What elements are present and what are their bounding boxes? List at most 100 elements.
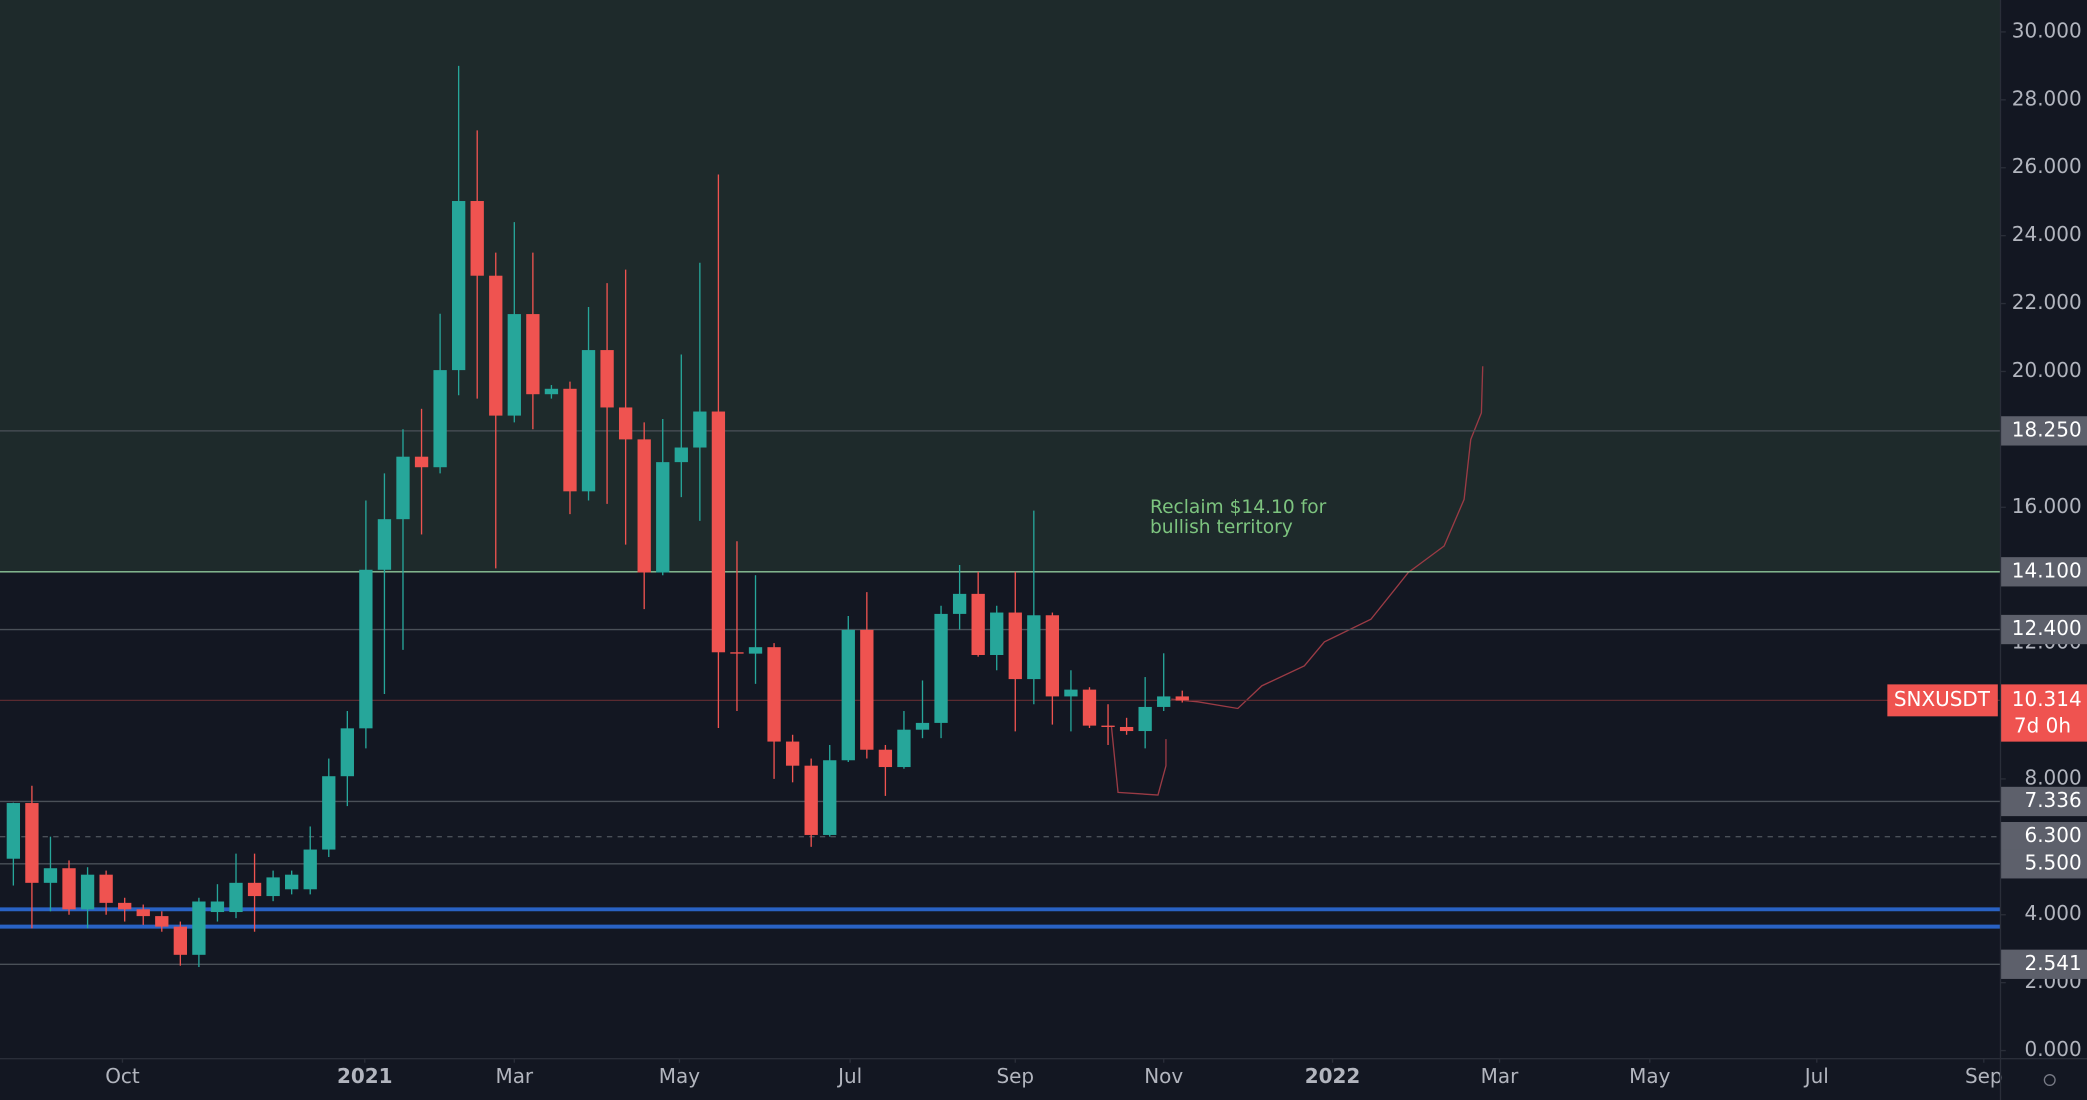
- y-tick-label: 0.000: [2025, 1037, 2082, 1061]
- y-tick-label: 28.000: [2012, 86, 2082, 110]
- x-tick-label: May: [1629, 1064, 1670, 1088]
- candle-body: [62, 868, 76, 910]
- candle-body: [934, 613, 948, 723]
- candle-body: [359, 569, 373, 729]
- candle-body: [711, 411, 726, 653]
- x-tick-label: Oct: [105, 1064, 140, 1088]
- level-label: 5.500: [2025, 850, 2082, 874]
- level-box: [2000, 822, 2087, 852]
- candle-body: [990, 612, 1004, 655]
- candle-body: [878, 749, 893, 768]
- candle-body: [1008, 612, 1022, 680]
- candle-body: [748, 647, 763, 654]
- candle-body: [1082, 689, 1097, 726]
- candle-body: [507, 314, 521, 416]
- x-tick-label: May: [659, 1064, 700, 1088]
- candle-body: [1138, 706, 1152, 732]
- candle-body: [730, 652, 744, 654]
- y-tick-label: 24.000: [2012, 222, 2082, 246]
- y-tick-label: 22.000: [2012, 290, 2082, 314]
- y-tick-label: 4.000: [2025, 901, 2082, 925]
- candle-body: [897, 729, 911, 768]
- candle-body: [1175, 696, 1189, 701]
- settings-icon[interactable]: [2043, 1074, 2056, 1087]
- candle-body: [971, 593, 985, 655]
- candle-body: [544, 388, 559, 395]
- symbol-box: [1887, 684, 1998, 717]
- candle-body: [1157, 696, 1171, 707]
- candle-body: [1119, 726, 1134, 732]
- candle-body: [266, 877, 280, 897]
- candle-body: [915, 722, 930, 730]
- candle-body: [952, 593, 967, 614]
- level-box: [2000, 557, 2087, 587]
- annotation: bullish territory: [1150, 517, 1293, 538]
- candle-body: [1101, 725, 1115, 727]
- last-price-box: [2000, 684, 2087, 742]
- last-price-label: 10.314: [2012, 687, 2082, 711]
- candle-body: [285, 874, 299, 890]
- candle-body: [470, 201, 484, 276]
- level-label: 14.100: [2012, 558, 2082, 582]
- level-box: [2000, 614, 2087, 645]
- x-tick-label: 2021: [337, 1064, 393, 1088]
- candle-body: [155, 916, 169, 927]
- x-tick-label: Mar: [1481, 1064, 1519, 1088]
- y-tick-label: 16.000: [2012, 494, 2082, 518]
- y-tick-label: 8.000: [2025, 765, 2082, 789]
- candle-body: [451, 201, 466, 371]
- level-box: [2000, 786, 2087, 817]
- candle-body: [1027, 615, 1041, 680]
- candle-body: [340, 728, 354, 777]
- candle-body: [1064, 689, 1078, 697]
- candle-body: [433, 370, 447, 468]
- candle-body: [118, 902, 132, 910]
- candle-body: [563, 388, 577, 492]
- candle-body: [860, 629, 874, 750]
- candle-body: [80, 874, 95, 910]
- candle-body: [322, 776, 336, 850]
- y-tick-label: 26.000: [2012, 154, 2082, 178]
- candle-body: [303, 849, 317, 890]
- level-box: [2000, 416, 2087, 446]
- candle-body: [674, 447, 688, 463]
- y-tick-label: 20.000: [2012, 358, 2082, 382]
- countdown-label: 7d 0h: [2014, 713, 2071, 737]
- x-tick-label: Jul: [836, 1064, 862, 1088]
- candle-body: [210, 901, 225, 913]
- candle-body: [6, 803, 21, 859]
- projection-path: [1171, 366, 1484, 710]
- symbol-label: SNXUSDT: [1894, 687, 1991, 711]
- level-box: [2000, 949, 2087, 979]
- candle-body: [489, 275, 503, 416]
- level-label: 18.250: [2012, 417, 2082, 441]
- level-label: 7.336: [2025, 788, 2082, 812]
- candle-body: [618, 407, 633, 440]
- candle-body: [841, 629, 855, 761]
- candle-body: [600, 350, 614, 408]
- candle-body: [173, 926, 187, 955]
- candle-body: [823, 760, 837, 835]
- projection-loop: [1110, 725, 1167, 796]
- candle-body: [656, 462, 670, 573]
- level-label: 6.300: [2025, 823, 2082, 847]
- bullish-zone: [0, 0, 2001, 572]
- x-tick-label: Sep: [1965, 1064, 2003, 1088]
- candle-body: [396, 456, 410, 520]
- candle-body: [25, 803, 39, 883]
- x-tick-label: Sep: [996, 1064, 1034, 1088]
- candle-body: [1045, 615, 1060, 697]
- candle-body: [767, 647, 781, 742]
- candle-body: [526, 314, 540, 395]
- candle-body: [229, 882, 243, 913]
- candle-body: [804, 765, 818, 835]
- x-tick-label: Jul: [1803, 1064, 1829, 1088]
- x-tick-label: 2022: [1305, 1064, 1361, 1088]
- candle-body: [99, 874, 113, 903]
- x-tick-label: Mar: [495, 1064, 533, 1088]
- annotation: Reclaim $14.10 for: [1150, 497, 1327, 518]
- candle-body: [43, 868, 58, 883]
- level-box: [2000, 849, 2087, 879]
